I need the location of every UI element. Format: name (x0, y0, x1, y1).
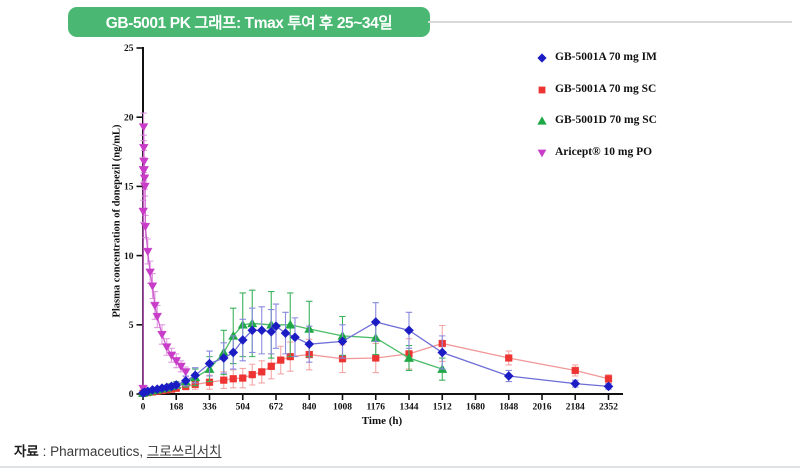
svg-text:2184: 2184 (566, 403, 585, 413)
legend-label: Aricept® 10 mg PO (555, 145, 653, 158)
y-axis-title: Plasma concentration of donepezil (ng/mL… (111, 124, 123, 318)
legend-label: GB-5001D 70 mg SC (555, 114, 657, 126)
square-marker-icon (536, 83, 548, 95)
svg-text:5: 5 (129, 321, 134, 331)
svg-text:1008: 1008 (333, 403, 352, 413)
svg-text:0: 0 (141, 403, 146, 413)
svg-text:25: 25 (124, 44, 134, 54)
series-3 (138, 112, 191, 394)
svg-text:15: 15 (124, 183, 134, 193)
triangle-down-marker-icon (536, 146, 548, 158)
source-text: Pharmaceutics, (50, 444, 147, 459)
legend-item-aricept-po: Aricept® 10 mg PO (536, 145, 657, 159)
legend-item-gb5001d-sc: GB-5001D 70 mg SC (536, 113, 657, 127)
svg-text:2016: 2016 (533, 403, 552, 413)
legend-item-gb5001a-sc: GB-5001A 70 mg SC (536, 82, 657, 96)
chart-legend: GB-5001A 70 mg IM GB-5001A 70 mg SC GB-5… (536, 50, 657, 176)
title-divider-line (428, 21, 792, 23)
svg-text:20: 20 (124, 113, 134, 123)
triangle-up-marker-icon (536, 114, 548, 126)
svg-text:672: 672 (269, 403, 284, 413)
source-note: 자료 : Pharmaceutics, 그로쓰리서치 (14, 440, 221, 460)
svg-text:1680: 1680 (466, 403, 485, 413)
series-0 (138, 302, 614, 398)
svg-text:1512: 1512 (433, 403, 452, 413)
title-banner: GB-5001 PK 그래프: Tmax 투여 후 25~34일 (68, 7, 430, 37)
diamond-marker-icon (536, 51, 548, 63)
svg-text:1176: 1176 (367, 403, 386, 413)
svg-text:504: 504 (236, 403, 251, 413)
svg-text:840: 840 (302, 403, 317, 413)
svg-text:1344: 1344 (400, 403, 419, 413)
svg-text:10: 10 (124, 252, 134, 262)
svg-text:2352: 2352 (599, 403, 618, 413)
source-separator: : (38, 444, 51, 459)
page-title: GB-5001 PK 그래프: Tmax 투여 후 25~34일 (105, 15, 393, 32)
legend-label: GB-5001A 70 mg SC (555, 82, 657, 95)
x-axis-title: Time (h) (361, 415, 403, 427)
svg-text:336: 336 (202, 403, 217, 413)
svg-text:1848: 1848 (499, 403, 518, 413)
source-label: 자료 (14, 444, 39, 459)
svg-text:0: 0 (129, 390, 134, 400)
svg-text:168: 168 (169, 403, 184, 413)
bottom-divider-line (0, 466, 800, 468)
source-org: 그로쓰리서치 (146, 444, 222, 459)
legend-label: GB-5001A 70 mg IM (555, 51, 657, 63)
legend-item-gb5001a-im: GB-5001A 70 mg IM (536, 50, 657, 64)
